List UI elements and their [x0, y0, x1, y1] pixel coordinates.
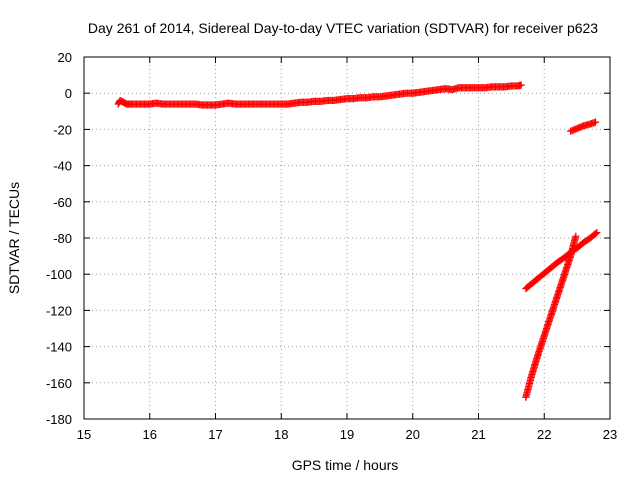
x-tick-label: 15 [77, 427, 91, 442]
y-tick-label: -120 [46, 303, 72, 318]
x-tick-label: 20 [406, 427, 420, 442]
y-tick-label: 0 [65, 86, 72, 101]
y-tick-label: -60 [53, 195, 72, 210]
x-tick-label: 16 [143, 427, 157, 442]
data-point [572, 232, 580, 240]
x-tick-label: 21 [471, 427, 485, 442]
y-tick-label: -160 [46, 376, 72, 391]
data-point [592, 229, 600, 238]
x-tick-label: 23 [603, 427, 617, 442]
y-tick-label: -180 [46, 412, 72, 427]
x-axis-label: GPS time / hours [292, 457, 399, 473]
y-tick-label: -80 [53, 231, 72, 246]
data-points [114, 81, 601, 401]
x-tick-label: 17 [208, 427, 222, 442]
chart-title: Day 261 of 2014, Sidereal Day-to-day VTE… [88, 20, 598, 36]
y-tick-label: -20 [53, 122, 72, 137]
x-tick-label: 19 [340, 427, 354, 442]
y-tick-label: -100 [46, 267, 72, 282]
y-tick-label: -140 [46, 340, 72, 355]
data-point [591, 118, 600, 126]
axis-ticks: 15 16 17 18 19 20 21 22 23 -180 -160 -140 -120 -100 -8… [46, 50, 617, 442]
x-tick-label: 18 [274, 427, 288, 442]
y-tick-label: 20 [58, 50, 72, 65]
data-point [593, 228, 601, 237]
y-tick-label: -40 [53, 159, 72, 174]
grid [84, 57, 610, 419]
x-tick-label: 22 [537, 427, 551, 442]
y-axis-label: SDTVAR / TECUs [6, 182, 22, 294]
data-point [517, 81, 525, 89]
